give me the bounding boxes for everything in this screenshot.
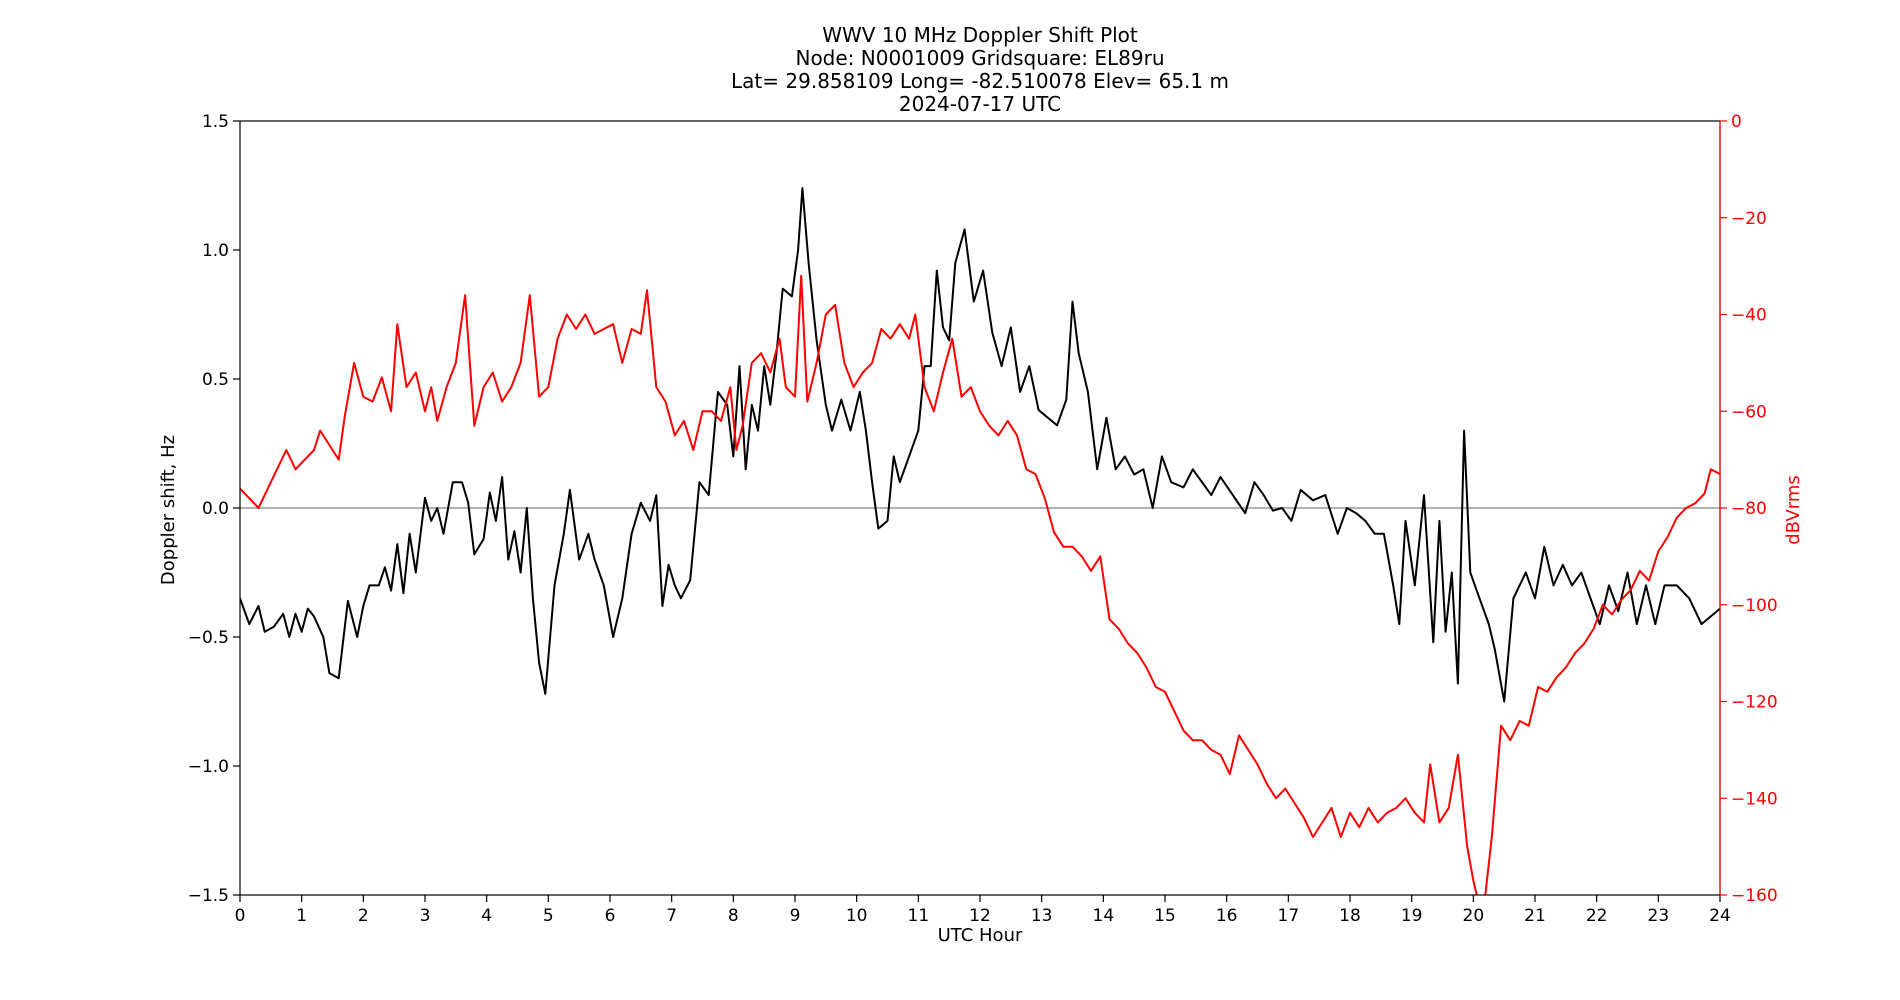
x-axis-label: UTC Hour (938, 925, 1023, 946)
x-tick-label: 5 (543, 906, 554, 926)
x-tick-label: 23 (1648, 906, 1670, 926)
y-axis-right-label: dBVrms (1783, 475, 1804, 545)
chart-title-line-3: Lat= 29.858109 Long= -82.510078 Elev= 65… (731, 69, 1229, 93)
x-tick-label: 3 (420, 906, 431, 926)
x-tick-label: 15 (1154, 906, 1176, 926)
y-left-tick-label: −0.5 (188, 628, 229, 648)
x-tick-label: 13 (1031, 906, 1053, 926)
x-tick-label: 2 (358, 906, 369, 926)
y-left-tick-label: 1.5 (202, 112, 229, 132)
y-right-tick-label: −100 (1731, 596, 1778, 616)
y-left-tick-label: 0.0 (202, 499, 229, 519)
x-tick-label: 22 (1586, 906, 1608, 926)
y-right-tick-label: 0 (1731, 112, 1742, 132)
x-tick-label: 6 (605, 906, 616, 926)
y-left-tick-label: 0.5 (202, 370, 229, 390)
x-tick-label: 12 (969, 906, 991, 926)
doppler-shift-series (240, 187, 1720, 703)
y-left-tick-label: −1.0 (188, 757, 229, 777)
x-tick-label: 21 (1524, 906, 1546, 926)
y-right-tick-label: −160 (1731, 886, 1778, 906)
x-tick-label: 10 (846, 906, 868, 926)
chart-title-block: WWV 10 MHz Doppler Shift Plot Node: N000… (731, 23, 1229, 116)
y-left-tick-label: −1.5 (188, 886, 229, 906)
x-tick-label: 7 (666, 906, 677, 926)
y-right-tick-label: −20 (1731, 209, 1767, 229)
y-axis-left-label: Doppler shift, Hz (158, 435, 179, 585)
x-tick-label: 20 (1463, 906, 1485, 926)
x-tick-label: 18 (1339, 906, 1361, 926)
chart-title-line-2: Node: N0001009 Gridsquare: EL89ru (795, 46, 1164, 70)
x-tick-label: 1 (296, 906, 307, 926)
power-dbvrms-series (240, 274, 1720, 895)
y-right-tick-label: −40 (1731, 306, 1767, 326)
y-right-tick-label: −80 (1731, 499, 1767, 519)
x-tick-label: 9 (790, 906, 801, 926)
y-right-tick-label: −140 (1731, 789, 1778, 809)
y-right-tick-label: −60 (1731, 402, 1767, 422)
x-tick-label: 11 (908, 906, 930, 926)
x-tick-label: 19 (1401, 906, 1423, 926)
x-tick-label: 14 (1093, 906, 1115, 926)
x-tick-label: 16 (1216, 906, 1238, 926)
chart-title-line-4: 2024-07-17 UTC (899, 92, 1061, 116)
x-tick-label: 24 (1709, 906, 1731, 926)
chart-title-line-1: WWV 10 MHz Doppler Shift Plot (822, 23, 1138, 47)
x-tick-label: 17 (1278, 906, 1300, 926)
x-tick-label: 0 (235, 906, 246, 926)
x-tick-label: 8 (728, 906, 739, 926)
y-right-tick-label: −120 (1731, 693, 1778, 713)
y-left-tick-label: 1.0 (202, 241, 229, 261)
plot-area: 0 1 2 3 4 5 6 7 8 9 10 11 12 13 14 15 16 17 18 19 20 21 22 23 24… (188, 112, 1778, 926)
x-tick-label: 4 (481, 906, 492, 926)
